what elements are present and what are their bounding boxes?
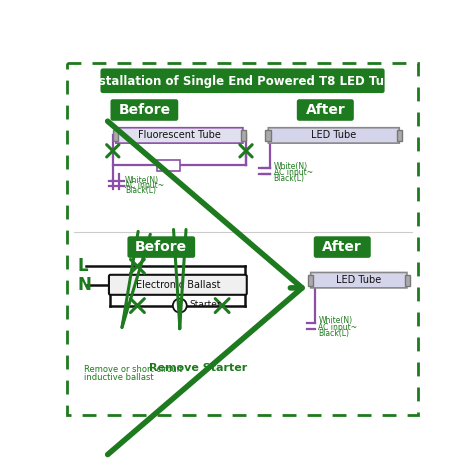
FancyBboxPatch shape [268, 128, 399, 143]
Bar [113, 130, 118, 141]
Circle shape [173, 299, 187, 312]
Text: Before: Before [118, 103, 171, 117]
Text: After: After [305, 103, 345, 117]
FancyBboxPatch shape [109, 275, 247, 295]
Bar [241, 130, 246, 141]
Text: S: S [177, 301, 183, 310]
Text: inductive ballast: inductive ballast [83, 373, 153, 382]
Text: Black(L): Black(L) [319, 329, 349, 338]
Text: After: After [322, 240, 362, 254]
FancyBboxPatch shape [66, 63, 419, 415]
FancyBboxPatch shape [116, 128, 243, 143]
Text: White(N): White(N) [125, 175, 159, 184]
Text: White(N): White(N) [319, 317, 353, 326]
Text: Black(L): Black(L) [273, 174, 305, 183]
Text: Starter: Starter [189, 300, 221, 309]
Bar [157, 160, 180, 171]
Text: Remove or short circuit: Remove or short circuit [83, 365, 182, 374]
Text: LED Tube: LED Tube [336, 275, 382, 285]
Text: Installation of Single End Powered T8 LED Tube: Installation of Single End Powered T8 LE… [86, 75, 400, 88]
Bar [397, 130, 402, 141]
Text: L: L [77, 257, 88, 275]
FancyBboxPatch shape [314, 237, 371, 258]
Text: LED Tube: LED Tube [311, 130, 356, 140]
Text: N: N [77, 276, 91, 294]
Bar [265, 130, 271, 141]
Text: AC input~: AC input~ [319, 323, 357, 332]
Text: White(N): White(N) [273, 162, 308, 171]
Text: Fluorescent Tube: Fluorescent Tube [138, 130, 221, 140]
Text: AC input~: AC input~ [273, 168, 313, 177]
Text: AC input~: AC input~ [125, 181, 164, 190]
FancyBboxPatch shape [110, 99, 178, 121]
Text: Electronic Ballast: Electronic Ballast [136, 280, 220, 290]
Bar [308, 275, 313, 285]
FancyBboxPatch shape [310, 273, 407, 288]
Bar [405, 275, 410, 285]
FancyBboxPatch shape [297, 99, 354, 121]
FancyBboxPatch shape [128, 237, 195, 258]
Text: Black(L): Black(L) [125, 186, 156, 195]
Text: Before: Before [135, 240, 187, 254]
FancyBboxPatch shape [100, 68, 384, 93]
Text: Remove Starter: Remove Starter [149, 364, 247, 374]
